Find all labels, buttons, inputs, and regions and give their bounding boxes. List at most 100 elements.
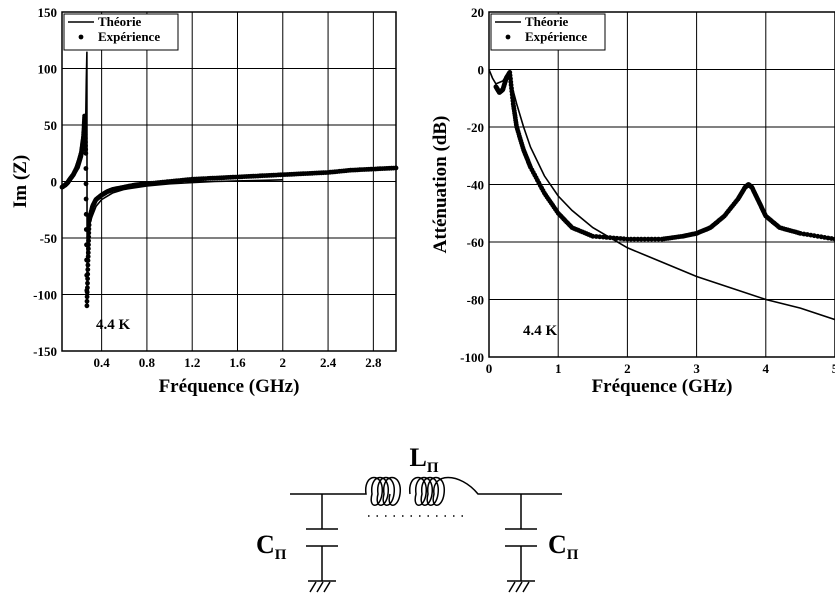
series-marker-experience [85, 280, 90, 286]
chart-left-tick-labels: 150 100 50 0 -50 -100 -150 0.4 0.8 1.2 1.6 2 2.4 2.8 [33, 5, 382, 370]
series-marker-experience [631, 236, 637, 242]
y-tick-label: -40 [467, 178, 484, 193]
series-marker-experience [635, 236, 641, 242]
series-marker-experience [590, 233, 596, 239]
x-tick-label: 0.8 [139, 355, 156, 370]
series-marker-experience [628, 236, 634, 242]
series-marker-experience [86, 242, 91, 248]
series-marker-experience [645, 236, 651, 242]
y-tick-label: -50 [40, 231, 57, 246]
y-tick-label: 150 [38, 5, 58, 20]
series-marker-experience [638, 236, 644, 242]
series-marker-experience [86, 226, 92, 232]
series-marker-experience [83, 211, 89, 217]
series-marker-experience [86, 222, 92, 228]
series-marker-experience [86, 246, 91, 252]
x-tick-label: 2 [624, 361, 631, 376]
series-marker-experience [83, 181, 89, 187]
pi-filter-circuit [290, 476, 562, 593]
series-marker-experience [84, 303, 90, 309]
series-marker-experience [604, 235, 609, 240]
series-marker-experience [625, 236, 630, 242]
series-marker-experience [84, 289, 90, 295]
series-marker-experience [85, 271, 91, 277]
legend-entry-label: Expérience [98, 29, 160, 44]
chart-left-x-axis-label: Fréquence (GHz) [159, 376, 300, 397]
x-tick-label: 4 [763, 361, 770, 376]
chart-right-series [488, 69, 835, 321]
y-tick-label: -100 [33, 288, 57, 303]
series-marker-experience [82, 113, 87, 119]
y-tick-label: 20 [471, 5, 484, 20]
y-tick-label: 0 [478, 63, 485, 78]
legend-entry-label: Expérience [525, 29, 587, 44]
x-tick-label: 1 [555, 361, 562, 376]
series-marker-experience [86, 238, 91, 244]
legend-box [63, 13, 179, 51]
series-marker-experience [85, 262, 91, 268]
series-marker-experience [815, 233, 821, 239]
legend-entry-label: Théorie [525, 14, 569, 29]
y-tick-label: 0 [51, 175, 58, 190]
right-ground-hatch [508, 581, 530, 593]
x-tick-label: 3 [693, 361, 700, 376]
y-tick-label: -150 [33, 344, 57, 359]
series-marker-experience [82, 124, 88, 130]
series-marker-experience [85, 267, 91, 272]
series-marker-experience [83, 147, 89, 152]
y-tick-label: 100 [38, 62, 58, 77]
series-marker-experience [83, 196, 89, 202]
x-tick-label: 2.8 [365, 355, 382, 370]
series-marker-experience [86, 230, 92, 236]
series-marker-experience [82, 132, 88, 138]
series-marker-experience [83, 143, 88, 149]
inductor-label: LΠ [409, 443, 438, 476]
series-marker-experience [83, 139, 88, 145]
series-marker-experience [82, 117, 88, 123]
series-marker-experience [85, 254, 91, 259]
series-marker-experience [82, 121, 88, 126]
series-marker-experience [83, 150, 89, 156]
series-marker-experience [84, 294, 90, 300]
series-marker-experience [597, 234, 603, 240]
series-marker-experience [85, 258, 91, 263]
series-line-theorie [61, 51, 283, 306]
y-tick-label: -100 [460, 350, 484, 365]
circuit-labels: LΠ CΠ CΠ [256, 443, 579, 563]
chart-left-series [59, 51, 399, 309]
series-marker-experience [82, 128, 88, 134]
x-tick-label: 5 [832, 361, 835, 376]
x-tick-label: 0 [486, 361, 493, 376]
right-capacitor-label: CΠ [548, 530, 579, 563]
y-tick-label: -20 [467, 120, 484, 135]
chart-right-temperature-label: 4.4 K [523, 323, 558, 339]
series-marker-experience [83, 166, 89, 171]
series-marker-experience [85, 250, 91, 256]
x-tick-label: 1.6 [229, 355, 246, 370]
chart-left-temperature-label: 4.4 K [96, 317, 131, 333]
chart-right-x-axis-label: Fréquence (GHz) [592, 376, 733, 397]
legend-marker-swatch [505, 34, 511, 40]
left-capacitor-label: CΠ [256, 530, 287, 563]
y-tick-label: 50 [44, 118, 57, 133]
series-line-theorie [488, 69, 835, 321]
inductor-coil [360, 476, 493, 506]
chart-left-y-axis-label: Im (Z) [10, 155, 31, 208]
chart-left-frame [61, 11, 397, 352]
x-tick-label: 2.4 [320, 355, 337, 370]
series-marker-experience [84, 298, 90, 304]
chart-right-y-axis-label: Atténuation (dB) [430, 116, 451, 254]
legend-box [490, 13, 606, 51]
x-tick-label: 0.4 [94, 355, 111, 370]
legend-entry-label: Théorie [98, 14, 142, 29]
x-tick-label: 2 [280, 355, 287, 370]
x-tick-label: 1.2 [184, 355, 200, 370]
series-marker-experience [82, 135, 88, 141]
chart-right-grid [489, 12, 835, 357]
series-marker-experience [85, 285, 90, 291]
series-marker-experience [86, 234, 92, 240]
